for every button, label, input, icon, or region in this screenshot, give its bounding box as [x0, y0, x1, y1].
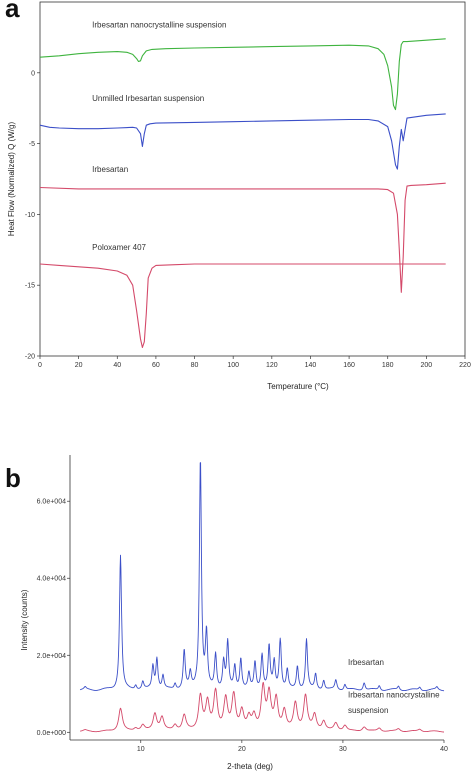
panel-a-x-axis-title: Temperature (°C) — [267, 382, 329, 391]
panel-a-x-tick-label: 40 — [113, 362, 121, 369]
panel-a-series-line-4 — [39, 263, 446, 349]
panel-a-x-tick-label: 160 — [343, 362, 355, 369]
panel-a-letter: a — [5, 0, 20, 23]
panel-a-series-line-3 — [39, 182, 446, 293]
panel-a-dsc-chart: 0 -5 -10 -15 -20 0 20 40 60 80 100 120 140 160 180 200… — [7, 1, 471, 391]
panel-b-x-axis-title: 2-theta (deg) — [227, 762, 273, 771]
panel-b-letter: b — [5, 463, 21, 493]
panel-a-annotation: Irbesartan — [92, 165, 128, 174]
panel-a-series-line-2 — [39, 113, 446, 170]
panel-b-series — [79, 462, 445, 733]
panel-b-y-tick-label: 6.0e+004 — [37, 499, 66, 506]
panel-b-x-tick-label: 40 — [440, 746, 448, 753]
panel-b-y-ticks: 0.0e+000 2.0e+004 4.0e+004 6.0e+004 — [37, 499, 70, 737]
panel-b-annotation: Irbesartan nanocrystalline — [348, 691, 440, 700]
panel-a-y-tick-label: -15 — [25, 283, 35, 290]
panel-a-x-tick-label: 180 — [382, 362, 394, 369]
panel-a-x-ticks: 0 20 40 60 80 100 120 140 160 180 200 220 — [38, 356, 471, 369]
panel-b-xrd-chart: 0.0e+000 2.0e+004 4.0e+004 6.0e+004 10 20 30 4… — [20, 455, 448, 771]
panel-a-x-tick-label: 200 — [421, 362, 433, 369]
panel-a-y-tick-label: -20 — [25, 354, 35, 361]
panel-a-y-axis-title: Heat Flow (Normalized) Q (W/g) — [7, 122, 16, 237]
panel-b-y-tick-label: 0.0e+000 — [37, 730, 66, 737]
panel-a-y-tick-label: 0 — [31, 70, 35, 77]
panel-a-x-tick-label: 80 — [191, 362, 199, 369]
panel-b-annotations: Irbesartan Irbesartan nanocrystalline susp… — [348, 658, 440, 715]
panel-a-y-tick-label: -10 — [25, 212, 35, 219]
panel-a-x-tick-label: 140 — [305, 362, 317, 369]
panel-a-annotation: Irbesartan nanocrystalline suspension — [92, 20, 226, 29]
panel-a-plot-frame — [39, 1, 466, 357]
panel-b-annotation: Irbesartan — [348, 658, 384, 667]
panel-a-x-tick-label: 220 — [459, 362, 471, 369]
panel-a-x-tick-label: 120 — [266, 362, 278, 369]
panel-a-annotation: Unmilled Irbesartan suspension — [92, 94, 204, 103]
panel-b-series-line-irbesartan — [79, 462, 445, 692]
panel-a-x-tick-label: 60 — [152, 362, 160, 369]
panel-b-x-ticks: 10 20 30 40 — [137, 740, 448, 753]
panel-a-y-tick-label: -5 — [29, 141, 35, 148]
panel-b-x-tick-label: 30 — [339, 746, 347, 753]
panel-a-x-tick-label: 20 — [75, 362, 83, 369]
panel-a-x-tick-label: 100 — [227, 362, 239, 369]
panel-b-x-tick-label: 10 — [137, 746, 145, 753]
panel-a-y-ticks: 0 -5 -10 -15 -20 — [25, 70, 40, 361]
panel-a-series — [39, 38, 446, 349]
panel-b-y-tick-label: 4.0e+004 — [37, 576, 66, 583]
panel-a-series-line-1 — [39, 38, 446, 111]
panel-b-y-tick-label: 2.0e+004 — [37, 653, 66, 660]
panel-b-series-line-nanocrystalline-suspension — [79, 681, 445, 733]
panel-b-y-axis-title: Intensity (counts) — [20, 589, 29, 650]
panel-a-annotation: Poloxamer 407 — [92, 243, 146, 252]
panel-a-annotations: Irbesartan nanocrystalline suspension Unm… — [92, 20, 226, 251]
panel-b-annotation: suspension — [348, 706, 388, 715]
panel-b-x-tick-label: 20 — [238, 746, 246, 753]
panel-a-x-tick-label: 0 — [38, 362, 42, 369]
